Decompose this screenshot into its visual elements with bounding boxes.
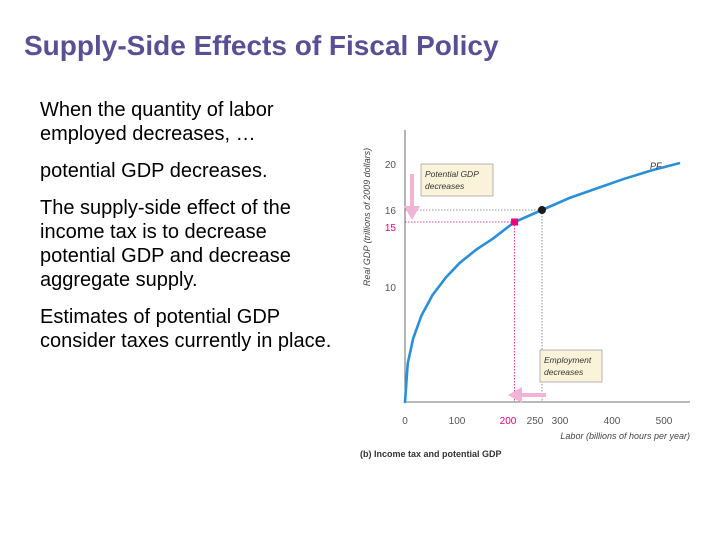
callout-text: Potential GDP xyxy=(425,169,479,179)
y-axis-title: Real GDP (trillions of 2009 dollars) xyxy=(362,148,372,286)
y-tick-label: 15 xyxy=(385,223,397,234)
labor-decrease-arrowhead xyxy=(508,387,522,403)
x-tick-label: 500 xyxy=(656,416,673,427)
y-tick-label: 20 xyxy=(385,160,397,171)
y-tick-label: 10 xyxy=(385,283,397,294)
potential-gdp-callout: Potential GDP decreases xyxy=(420,163,494,197)
slide-title: Supply-Side Effects of Fiscal Policy xyxy=(24,30,499,61)
pf-curve xyxy=(403,161,681,404)
x-tick-label: 200 xyxy=(500,416,517,427)
callout-text: decreases xyxy=(544,367,584,377)
employment-callout: Employment decreases xyxy=(539,349,603,383)
bullet-text: When the quantity of labor employed decr… xyxy=(40,99,274,145)
x-tick-label: 0 xyxy=(402,416,408,427)
x-tick-label: 400 xyxy=(604,416,621,427)
bullet-list: When the quantity of labor employed decr… xyxy=(40,98,340,366)
x-axis-title: Labor (billions of hours per year) xyxy=(560,431,690,441)
point-16-250 xyxy=(538,206,547,214)
callout-text: decreases xyxy=(425,181,465,191)
decrease-arrows xyxy=(404,174,546,403)
y-tick-label: 16 xyxy=(385,206,397,217)
x-tick-label: 300 xyxy=(552,416,569,427)
bullet-text: potential GDP decreases. xyxy=(40,160,268,182)
bullet-text: The supply-side effect of the income tax… xyxy=(40,197,291,291)
production-function-chart: PF Potential GDP decreases Employment de… xyxy=(360,130,690,459)
chart-caption: (b) Income tax and potential GDP xyxy=(360,449,502,459)
callout-box xyxy=(420,163,494,197)
x-tick-label: 250 xyxy=(527,416,544,427)
bullet-text: Estimates of potential GDP consider taxe… xyxy=(40,306,332,352)
callout-box xyxy=(539,349,603,383)
callout-text: Employment xyxy=(544,355,592,365)
x-tick-label: 100 xyxy=(449,416,466,427)
pf-curve-label: PF xyxy=(650,161,662,171)
gdp-decrease-arrowhead xyxy=(404,206,420,220)
point-15-200 xyxy=(511,218,519,226)
